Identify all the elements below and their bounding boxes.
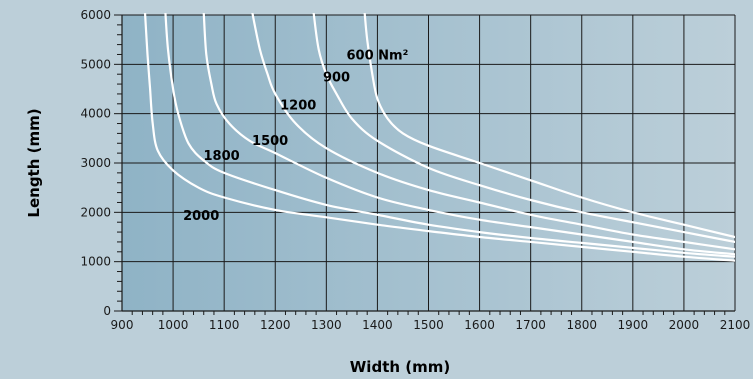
x-tick-label: 1100 [209, 318, 240, 332]
curve-2000 [143, 13, 735, 262]
y-axis-title: Length (mm) [25, 108, 43, 217]
x-tick-label: 1200 [260, 318, 291, 332]
x-tick-label: 1500 [413, 318, 444, 332]
x-tick-label: 1900 [618, 318, 649, 332]
curve-600 [363, 13, 735, 239]
curve-label-1800: 1800 [204, 149, 240, 164]
x-tick-label: 2100 [720, 318, 751, 332]
curve-label-2000: 2000 [183, 209, 219, 224]
y-tick-label: 5000 [80, 57, 111, 71]
curve-label-900: 900 [323, 71, 350, 86]
axes: 900 1000 1100 1200 1300 1400 1500 1600 1700 1800 1… [80, 8, 750, 332]
x-tick-label: 1300 [311, 318, 342, 332]
x-tick-label: 1800 [566, 318, 597, 332]
curve-label-1200: 1200 [280, 99, 316, 114]
x-tick-label: 2000 [669, 318, 700, 332]
curve-1200 [251, 13, 735, 251]
x-tick-label: 1400 [362, 318, 393, 332]
curve-1500 [202, 13, 735, 256]
curve-900 [312, 13, 735, 243]
x-axis-title: Width (mm) [350, 358, 450, 376]
x-tick-label: 1700 [515, 318, 546, 332]
curve-label-1500: 1500 [252, 134, 288, 149]
y-tick-label: 4000 [80, 107, 111, 121]
y-tick-label: 6000 [80, 8, 111, 22]
y-tick-label: 2000 [80, 205, 111, 219]
y-tick-label: 1000 [80, 255, 111, 269]
x-tick-label: 1000 [158, 318, 189, 332]
curve-1800 [164, 13, 735, 258]
x-tick-label: 1600 [464, 318, 495, 332]
curves [143, 13, 735, 262]
y-tick-label: 0 [103, 304, 111, 318]
x-tick-label: 900 [111, 318, 134, 332]
curve-labels: 600 Nm² 900 1200 1500 1800 2000 [183, 48, 408, 224]
y-tick-label: 3000 [80, 156, 111, 170]
curve-label-600: 600 Nm² [347, 48, 409, 63]
